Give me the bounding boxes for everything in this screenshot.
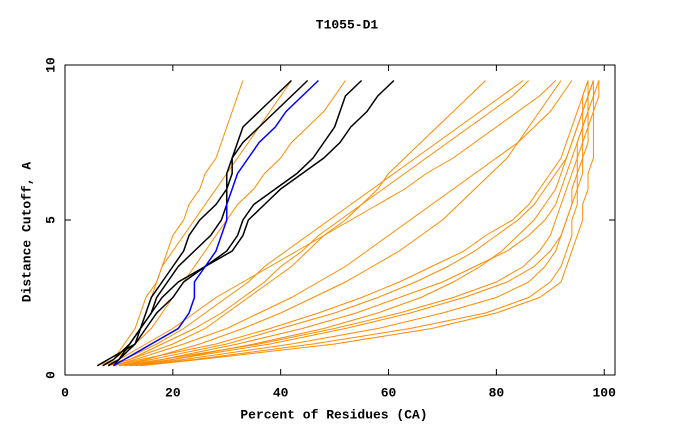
series-line [113,80,573,367]
y-tick-label: 10 [43,57,58,73]
series-line [96,79,309,367]
series-line [135,80,600,367]
x-tick-label: 100 [593,385,617,400]
series-line [102,80,346,367]
series-line [140,80,600,367]
series-line [107,80,524,367]
series-line [113,79,319,367]
series-line [118,80,594,367]
x-axis-label: Percent of Residues (CA) [240,407,427,422]
chart-title: T1055-D1 [316,17,379,32]
series-line [129,80,594,367]
series-line [113,80,589,367]
x-tick-label: 0 [61,385,69,400]
y-tick-label: 5 [43,216,58,224]
x-tick-label: 40 [273,385,289,400]
series-line [107,80,530,367]
x-tick-label: 60 [381,385,397,400]
series-line [118,80,562,367]
series-line [112,79,363,367]
y-axis-label: Distance Cutoff, A [19,162,34,303]
series-line [124,80,594,367]
series-line [97,80,244,367]
series-line [107,79,395,367]
series-line [107,80,486,367]
x-tick-label: 80 [489,385,505,400]
y-tick-label: 0 [43,371,58,379]
series-line [124,80,589,367]
series-line [102,80,557,367]
x-tick-label: 20 [165,385,181,400]
